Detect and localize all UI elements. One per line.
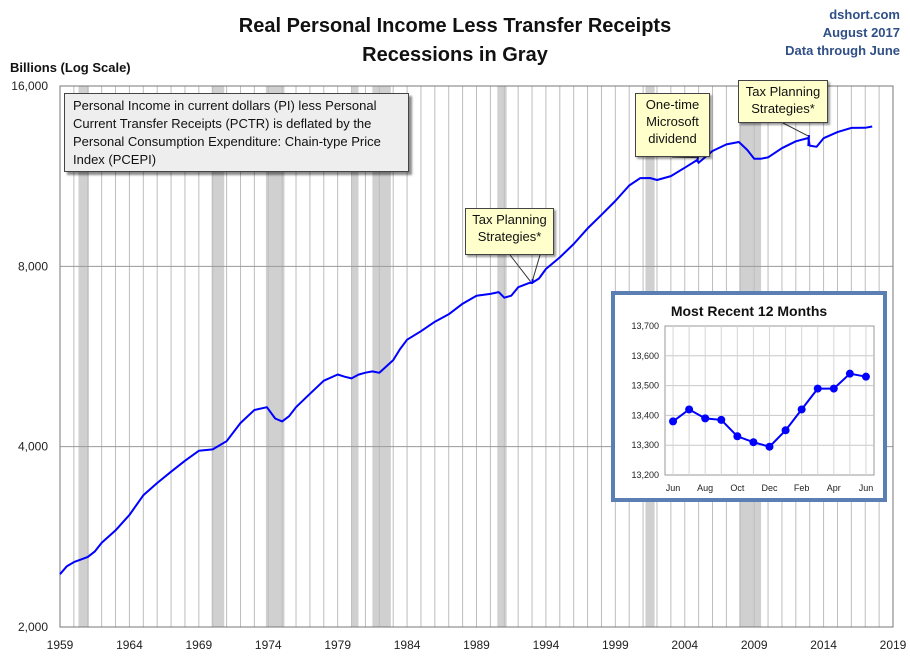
- source-site: dshort.com: [829, 7, 900, 22]
- inset-data-point: [701, 414, 710, 423]
- inset-chart-panel: Most Recent 12 Months 13,200 13,300 13,400…: [611, 291, 887, 502]
- inset-y-tick-label: 13,700: [631, 321, 659, 331]
- callout-tax1-line1: Tax Planning: [472, 212, 547, 227]
- y-axis-label: Billions (Log Scale): [10, 60, 131, 75]
- inset-y-tick-label: 13,500: [631, 381, 659, 391]
- source-block: dshort.com August 2017 Data through June: [785, 6, 900, 60]
- callout-tax-planning-2: Tax Planning Strategies*: [738, 80, 828, 123]
- callout-tax2-line2: Strategies*: [751, 101, 815, 116]
- source-date: August 2017: [822, 25, 900, 40]
- inset-data-point: [813, 384, 822, 393]
- y-tick-label: 16,000: [11, 79, 48, 93]
- inset-data-point: [861, 372, 870, 381]
- tax-spike-2012: [807, 135, 811, 147]
- chart-title: Real Personal Income Less Transfer Recei…: [0, 12, 910, 70]
- recession-band: [372, 86, 391, 627]
- inset-title: Most Recent 12 Months: [670, 303, 828, 319]
- x-tick-label: 1974: [255, 638, 282, 652]
- inset-data-point: [845, 369, 854, 378]
- callout-microsoft-dividend: One-time Microsoft dividend: [635, 93, 710, 157]
- callout-pointer-tax2: [782, 122, 809, 137]
- microsoft-spike: [696, 156, 699, 163]
- recession-band: [211, 86, 225, 627]
- y-tick-label: 2,000: [18, 620, 48, 634]
- inset-y-tick-label: 13,600: [631, 351, 659, 361]
- callout-tax1-line2: Strategies*: [477, 229, 542, 244]
- x-tick-label: 2009: [741, 638, 768, 652]
- y-tick-label: 8,000: [18, 259, 48, 273]
- inset-y-tick-label: 13,300: [631, 440, 659, 450]
- x-tick-label: 1964: [116, 638, 143, 652]
- tax-spike-1993: [531, 278, 534, 284]
- x-tick-label: 1984: [394, 638, 421, 652]
- recession-band: [497, 86, 507, 627]
- income-series-line: [59, 125, 873, 575]
- recession-band: [351, 86, 359, 627]
- inset-x-tick-label: Dec: [761, 483, 778, 493]
- x-tick-label: 2019: [880, 638, 907, 652]
- source-through: Data through June: [785, 43, 900, 58]
- callout-tax-planning-1: Tax Planning Strategies*: [465, 208, 554, 255]
- callout-pointer-microsoft: [671, 156, 698, 159]
- inset-x-tick-label: Apr: [827, 483, 841, 493]
- inset-data-point: [685, 405, 694, 414]
- x-tick-label: 1979: [324, 638, 351, 652]
- inset-data-point: [749, 438, 758, 447]
- x-tick-label: 1969: [185, 638, 212, 652]
- inset-data-point: [669, 417, 678, 426]
- inset-y-tick-label: 13,200: [631, 470, 659, 480]
- x-tick-label: 2004: [671, 638, 698, 652]
- callout-pointer-tax1: [509, 254, 532, 283]
- x-tick-label: 1999: [602, 638, 629, 652]
- methodology-note: Personal Income in current dollars (PI) …: [64, 93, 409, 172]
- callout-pointer-tax1b: [532, 254, 541, 280]
- inset-y-tick-label: 13,400: [631, 410, 659, 420]
- inset-data-point: [733, 432, 742, 441]
- inset-data-point: [717, 415, 726, 424]
- x-tick-label: 1989: [463, 638, 490, 652]
- inset-x-tick-label: Oct: [730, 483, 745, 493]
- callout-tax2-line1: Tax Planning: [745, 84, 821, 99]
- chart-title-line1: Real Personal Income Less Transfer Recei…: [238, 15, 672, 37]
- chart-title-line2: Recessions in Gray: [362, 44, 548, 66]
- inset-x-tick-label: Jun: [859, 483, 874, 493]
- x-tick-label: 1994: [533, 638, 560, 652]
- plot-frame: [59, 85, 894, 628]
- inset-data-point: [797, 405, 806, 414]
- recession-band: [265, 86, 285, 627]
- y-tick-label: 4,000: [18, 440, 48, 454]
- inset-data-point: [781, 426, 790, 435]
- recession-band: [78, 86, 89, 627]
- x-tick-label: 2014: [810, 638, 837, 652]
- inset-data-point: [829, 384, 838, 393]
- x-tick-label: 1959: [47, 638, 74, 652]
- inset-x-tick-label: Aug: [697, 483, 713, 493]
- inset-x-tick-label: Jun: [666, 483, 681, 493]
- callout-ms-line2: Microsoft: [646, 114, 699, 129]
- callout-ms-line3: dividend: [648, 131, 697, 146]
- inset-chart: 13,200 13,300 13,400 13,500 13,600 13,700 Jun A…: [631, 321, 875, 493]
- callout-ms-line1: One-time: [645, 97, 700, 112]
- inset-data-point: [765, 442, 774, 451]
- inset-x-tick-label: Feb: [794, 483, 810, 493]
